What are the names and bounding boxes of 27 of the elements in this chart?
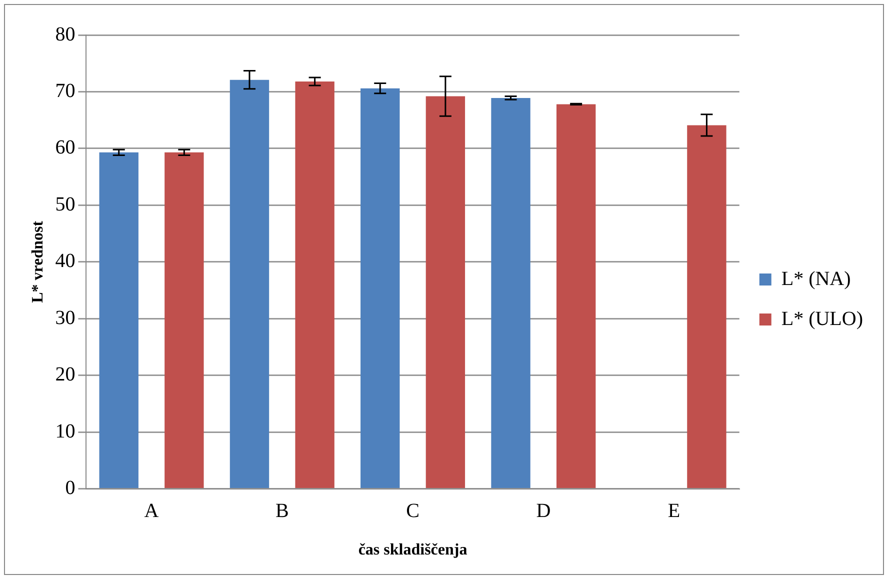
- legend-label: L* (NA): [781, 268, 851, 290]
- y-tick-label: 80: [55, 23, 76, 46]
- y-tick-label: 40: [55, 250, 76, 272]
- bar: [164, 152, 204, 488]
- y-tick-label: 0: [65, 477, 76, 500]
- x-tick-label: B: [275, 500, 289, 522]
- x-tick-label: C: [406, 500, 420, 522]
- x-tick-label: E: [668, 500, 680, 522]
- x-tick-label: D: [536, 500, 551, 522]
- y-tick-label: 50: [55, 193, 76, 216]
- bar: [360, 88, 400, 488]
- bar: [426, 96, 466, 488]
- bar: [230, 80, 270, 488]
- bar: [556, 104, 596, 488]
- x-tick-label: A: [144, 500, 160, 522]
- legend-label: L* (ULO): [781, 308, 863, 330]
- bar: [99, 152, 138, 488]
- y-tick-label: 20: [55, 364, 76, 386]
- bar: [687, 125, 726, 488]
- y-tick-label: 10: [55, 420, 76, 442]
- bar: [295, 82, 334, 488]
- x-axis-title: čas skladiščenja: [358, 542, 468, 559]
- y-tick-label: 30: [55, 306, 76, 329]
- y-tick-label: 60: [55, 136, 76, 159]
- bar: [491, 98, 530, 488]
- y-tick-label: 70: [55, 80, 76, 102]
- y-axis-title: L* vrednost: [30, 220, 47, 303]
